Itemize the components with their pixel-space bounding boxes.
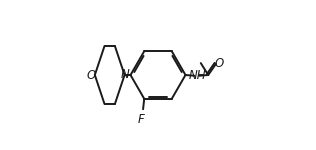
Text: O: O bbox=[86, 69, 96, 81]
Text: F: F bbox=[137, 113, 144, 126]
Text: NH: NH bbox=[188, 69, 206, 81]
Text: N: N bbox=[121, 68, 130, 81]
Text: O: O bbox=[215, 57, 224, 70]
